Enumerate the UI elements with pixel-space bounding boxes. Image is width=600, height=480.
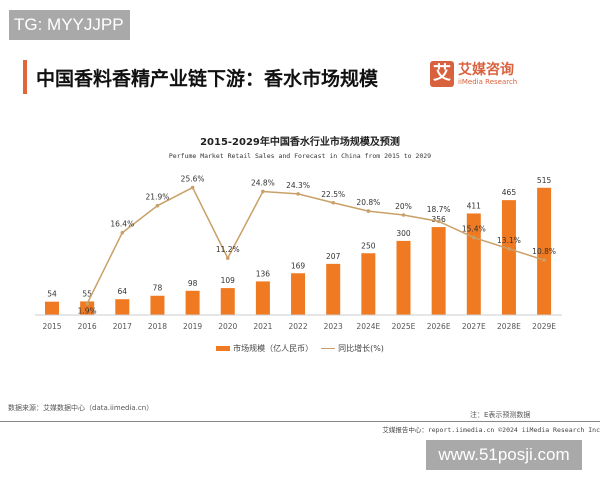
bar-value-label: 109 xyxy=(221,276,236,285)
growth-point xyxy=(155,203,160,208)
bar-value-label: 356 xyxy=(431,215,446,224)
bar xyxy=(326,263,341,315)
growth-value-label: 18.7% xyxy=(427,205,451,214)
logo-en: iiMedia Research xyxy=(458,77,518,86)
data-source: 数据来源：艾媒数据中心（data.iimedia.cn） xyxy=(8,404,154,412)
growth-point xyxy=(507,247,511,251)
legend-bar-label: 市场规模（亿人民币） xyxy=(233,344,314,353)
x-tick-label: 2020 xyxy=(218,322,237,331)
bar-value-label: 64 xyxy=(118,287,128,296)
x-tick-label: 2016 xyxy=(78,322,97,331)
bar xyxy=(537,187,552,315)
growth-value-label: 1.9% xyxy=(78,307,97,316)
logo-cn: 艾媒咨询 xyxy=(458,61,514,78)
legend-line-swatch xyxy=(321,348,336,349)
bar-value-label: 411 xyxy=(467,201,482,210)
x-tick-label: 2026E xyxy=(427,322,451,331)
growth-point xyxy=(190,185,195,190)
footer: 艾媒报告中心：report.iimedia.cn ©2024 iiMedia R… xyxy=(382,426,600,434)
bar xyxy=(185,290,200,315)
growth-point xyxy=(436,219,441,224)
growth-value-label: 21.9% xyxy=(146,193,170,202)
bar xyxy=(45,301,59,315)
bar-value-label: 300 xyxy=(396,229,411,238)
bar xyxy=(115,299,130,315)
bar xyxy=(361,253,376,315)
bar-value-label: 515 xyxy=(537,176,552,185)
bar xyxy=(501,200,516,315)
growth-point xyxy=(331,200,336,205)
bar-value-label: 55 xyxy=(82,289,92,298)
forecast-note: 注：E表示预测数据 xyxy=(470,411,531,419)
bar-value-label: 250 xyxy=(361,241,376,250)
growth-point xyxy=(120,230,125,235)
divider xyxy=(0,421,600,422)
bar-value-label: 78 xyxy=(153,284,163,293)
growth-value-label: 24.3% xyxy=(286,181,310,190)
legend-bar: 市场规模（亿人民币） xyxy=(216,343,313,354)
legend-line-label: 同比增长(%) xyxy=(338,344,384,353)
x-tick-label: 2019 xyxy=(183,322,202,331)
x-tick-label: 2022 xyxy=(289,322,308,331)
x-tick-label: 2025E xyxy=(392,322,416,331)
growth-point xyxy=(225,256,230,260)
title-accent-bar xyxy=(23,60,27,94)
growth-value-label: 25.6% xyxy=(181,175,205,184)
bar xyxy=(255,281,270,315)
growth-value-label: 10.8% xyxy=(532,247,556,256)
growth-point xyxy=(401,213,406,217)
x-tick-label: 2015 xyxy=(42,322,61,331)
x-tick-label: 2018 xyxy=(148,322,167,331)
x-tick-label: 2021 xyxy=(253,322,272,331)
watermark-bottom: www.51posji.com xyxy=(426,440,582,470)
growth-point xyxy=(472,235,476,240)
bar-value-label: 54 xyxy=(47,290,57,299)
growth-point xyxy=(85,301,89,306)
watermark-top: TG: MYYJJPP xyxy=(9,10,130,40)
legend-bar-swatch xyxy=(216,346,231,351)
legend-line: 同比增长(%) xyxy=(321,343,384,354)
bar-value-label: 465 xyxy=(502,188,517,197)
x-tick-label: 2029E xyxy=(532,322,556,331)
growth-point xyxy=(261,189,265,194)
growth-point xyxy=(542,258,546,262)
growth-value-label: 16.4% xyxy=(110,220,134,229)
bar xyxy=(291,273,306,315)
growth-line xyxy=(86,186,545,305)
chart-title: 2015-2029年中国香水行业市场规模及预测 xyxy=(200,137,400,148)
growth-value-label: 24.8% xyxy=(251,178,275,187)
growth-value-label: 20% xyxy=(395,202,412,211)
bar xyxy=(80,301,95,315)
page-title: 中国香料香精产业链下游：香水市场规模 xyxy=(36,68,379,90)
bar xyxy=(220,288,235,315)
logo-mark-icon: 艾 xyxy=(430,61,454,87)
bar-value-label: 169 xyxy=(291,261,306,270)
x-tick-label: 2023 xyxy=(324,322,343,331)
growth-value-label: 20.8% xyxy=(356,198,380,207)
growth-point xyxy=(366,209,371,213)
imedia-logo: 艾 艾媒咨询 iiMedia Research xyxy=(430,61,517,87)
x-tick-label: 2024E xyxy=(356,322,380,331)
bar-value-label: 136 xyxy=(256,269,271,278)
legend: 市场规模（亿人民币） 同比增长(%) xyxy=(0,343,600,354)
chart-subtitle: Perfume Market Retail Sales and Forecast… xyxy=(168,152,432,160)
bar xyxy=(431,227,446,315)
x-tick-label: 2027E xyxy=(462,322,486,331)
x-tick-label: 2017 xyxy=(113,322,132,331)
x-tick-label: 2028E xyxy=(497,322,521,331)
growth-value-label: 11.2% xyxy=(216,245,240,254)
growth-value-label: 15.4% xyxy=(462,225,486,234)
bar xyxy=(150,295,165,315)
growth-point xyxy=(296,192,300,196)
growth-value-label: 22.5% xyxy=(321,190,345,199)
bar-value-label: 207 xyxy=(326,252,341,261)
bar xyxy=(396,240,411,315)
bar-value-label: 98 xyxy=(188,279,198,288)
growth-value-label: 13.1% xyxy=(497,236,521,245)
